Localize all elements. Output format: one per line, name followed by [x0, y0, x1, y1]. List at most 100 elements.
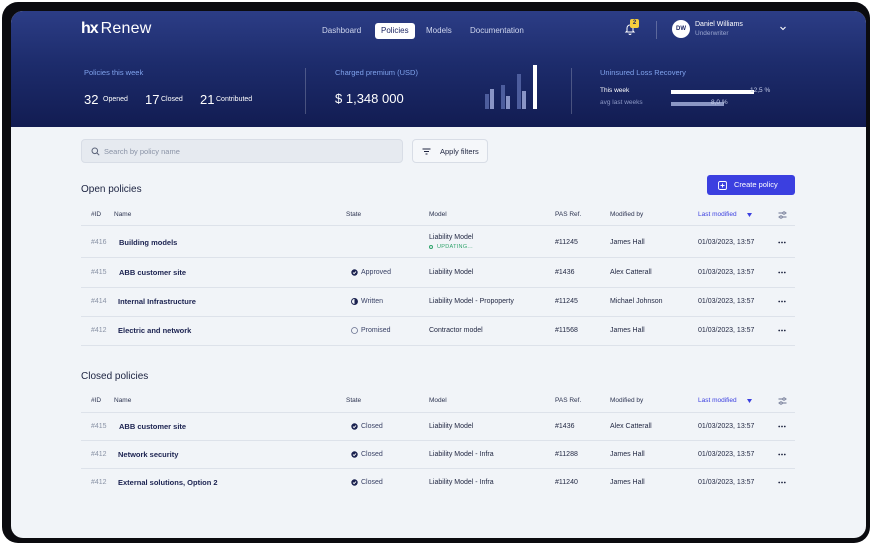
closed-policies-title: Closed policies [81, 371, 149, 382]
more-options-icon[interactable] [778, 481, 786, 484]
more-options-icon[interactable] [778, 329, 786, 332]
row-last-modified: 01/03/2023, 13:57 [698, 298, 755, 305]
contributed-label: Contributed [216, 96, 253, 103]
col-state[interactable]: State [346, 211, 362, 218]
apply-filters-button[interactable]: Apply filters [412, 139, 488, 163]
premium-spark-bar [506, 96, 510, 109]
row-pas-ref: #11245 [555, 239, 578, 246]
row-modified-by: Alex Catterall [610, 269, 652, 276]
col-model[interactable]: Model [429, 397, 447, 404]
ulr-avg-value: 8,0 % [711, 99, 728, 106]
contributed-count: 21 [200, 92, 215, 107]
column-settings-icon[interactable] [778, 397, 787, 405]
app-logo[interactable]: hx Renew [81, 20, 151, 38]
row-model: Liability Model [429, 234, 474, 241]
row-name[interactable]: Internal Infrastructure [118, 297, 196, 306]
row-divider [81, 468, 795, 469]
pas-number: 11288 [558, 451, 578, 458]
row-id: #412 [91, 479, 107, 486]
premium-currency: $ [335, 91, 343, 106]
more-options-icon[interactable] [778, 300, 786, 303]
more-options-icon[interactable] [778, 241, 786, 244]
nav-policies[interactable]: Policies [375, 23, 415, 39]
row-name[interactable]: Building models [119, 238, 178, 247]
more-options-icon[interactable] [778, 425, 786, 428]
apply-filters-label: Apply filters [440, 147, 479, 156]
policies-week-label: Policies this week [84, 68, 144, 77]
row-last-modified: 01/03/2023, 13:57 [698, 451, 755, 458]
plus-square-icon [718, 181, 727, 190]
create-policy-button[interactable]: Create policy [707, 175, 795, 195]
row-name[interactable]: ABB customer site [119, 422, 187, 431]
chevron-down-icon[interactable] [779, 24, 787, 32]
row-modified-by: James Hall [610, 327, 645, 334]
sort-desc-icon[interactable] [747, 213, 752, 217]
premium-spark-bar [501, 85, 505, 109]
search-icon [91, 147, 100, 156]
more-options-icon[interactable] [778, 271, 786, 274]
more-options-icon[interactable] [778, 453, 786, 456]
col-modified-by[interactable]: Modified by [610, 211, 644, 218]
nav-documentation[interactable]: Documentation [470, 26, 524, 35]
avatar[interactable]: DW [672, 20, 690, 38]
nav-dashboard[interactable]: Dashboard [322, 26, 362, 35]
row-name[interactable]: External solutions, Option 2 [118, 478, 218, 487]
row-name[interactable]: Electric and network [118, 326, 192, 335]
row-last-modified: 01/03/2023, 13:57 [698, 479, 755, 486]
row-model: Liability Model - Propoperty [429, 298, 514, 305]
row-pas-ref: #11288 [555, 451, 578, 458]
row-model: Liability Model - Infra [429, 451, 494, 458]
col-pas-ref[interactable]: PAS Ref. [555, 211, 582, 218]
empty-circle-icon [351, 327, 358, 334]
col-id[interactable]: #ID [91, 211, 102, 218]
search-box [81, 139, 403, 163]
closed-label: Closed [161, 96, 183, 103]
closed-count: 17 [145, 92, 160, 107]
ulr-avg-bar [671, 102, 724, 106]
row-state: Closed [361, 451, 383, 458]
col-modified-by[interactable]: Modified by [610, 397, 644, 404]
row-pas-ref: #11245 [555, 298, 578, 305]
filter-icon [422, 148, 431, 155]
pas-number: 11240 [558, 479, 578, 486]
row-divider [81, 440, 795, 441]
col-last-modified[interactable]: Last modified [698, 397, 737, 404]
notification-badge: 2 [630, 19, 639, 28]
pas-hash: # [555, 298, 559, 305]
row-state: Approved [361, 269, 391, 276]
nav-models[interactable]: Models [426, 26, 452, 35]
row-modified-by: James Hall [610, 451, 645, 458]
check-circle-icon [351, 479, 358, 486]
premium-label: Charged premium (USD) [335, 68, 418, 77]
search-input[interactable] [104, 144, 394, 159]
row-id: #412 [91, 451, 107, 458]
pas-hash: # [555, 327, 559, 334]
row-id: #416 [91, 239, 107, 246]
row-state: Promised [361, 327, 391, 334]
col-pas-ref[interactable]: PAS Ref. [555, 397, 582, 404]
col-state[interactable]: State [346, 397, 362, 404]
col-id[interactable]: #ID [91, 397, 102, 404]
opened-count: 32 [84, 92, 99, 107]
row-name[interactable]: Network security [118, 450, 179, 459]
col-last-modified[interactable]: Last modified [698, 211, 737, 218]
pas-number: 1436 [558, 269, 575, 276]
row-name[interactable]: ABB customer site [119, 268, 187, 277]
pas-hash: # [555, 269, 559, 276]
row-model: Liability Model - Infra [429, 479, 494, 486]
col-model[interactable]: Model [429, 211, 447, 218]
sort-desc-icon[interactable] [747, 399, 752, 403]
row-pas-ref: #11568 [555, 327, 578, 334]
premium-sparkbars [485, 65, 549, 109]
col-name[interactable]: Name [114, 211, 132, 218]
row-id: #415 [91, 269, 107, 276]
col-name[interactable]: Name [114, 397, 132, 404]
user-role: Underwriter [695, 30, 729, 37]
row-last-modified: 01/03/2023, 13:57 [698, 423, 755, 430]
column-settings-icon[interactable] [778, 211, 787, 219]
row-id: #412 [91, 327, 107, 334]
pas-number: 11245 [558, 298, 578, 305]
row-last-modified: 01/03/2023, 13:57 [698, 269, 755, 276]
logo-mark: hx [81, 20, 99, 37]
